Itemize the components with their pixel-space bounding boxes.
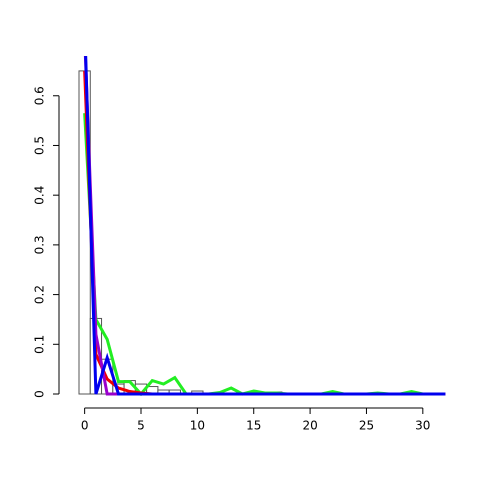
- x-tick-label: 0: [81, 419, 89, 433]
- x-tick-label: 5: [137, 419, 145, 433]
- y-tick-label: 0: [33, 390, 47, 398]
- line: [84, 56, 446, 396]
- line: [83, 56, 446, 396]
- line: [83, 70, 446, 396]
- y-tick-label: 0.2: [33, 285, 47, 304]
- line: [83, 113, 446, 396]
- x-tick-label: 25: [359, 419, 374, 433]
- y-tick-label: 0.5: [33, 136, 47, 155]
- y-tick-label: 0.6: [33, 86, 47, 105]
- y-tick-label: 0.3: [33, 235, 47, 254]
- x-tick-label: 20: [302, 419, 317, 433]
- x-tick-label: 15: [246, 419, 261, 433]
- plot-area: [78, 56, 446, 396]
- y-tick-label: 0.4: [33, 186, 47, 205]
- x-tick-label: 30: [415, 419, 430, 433]
- y-tick-label: 0.1: [33, 335, 47, 354]
- x-tick-label: 10: [190, 419, 205, 433]
